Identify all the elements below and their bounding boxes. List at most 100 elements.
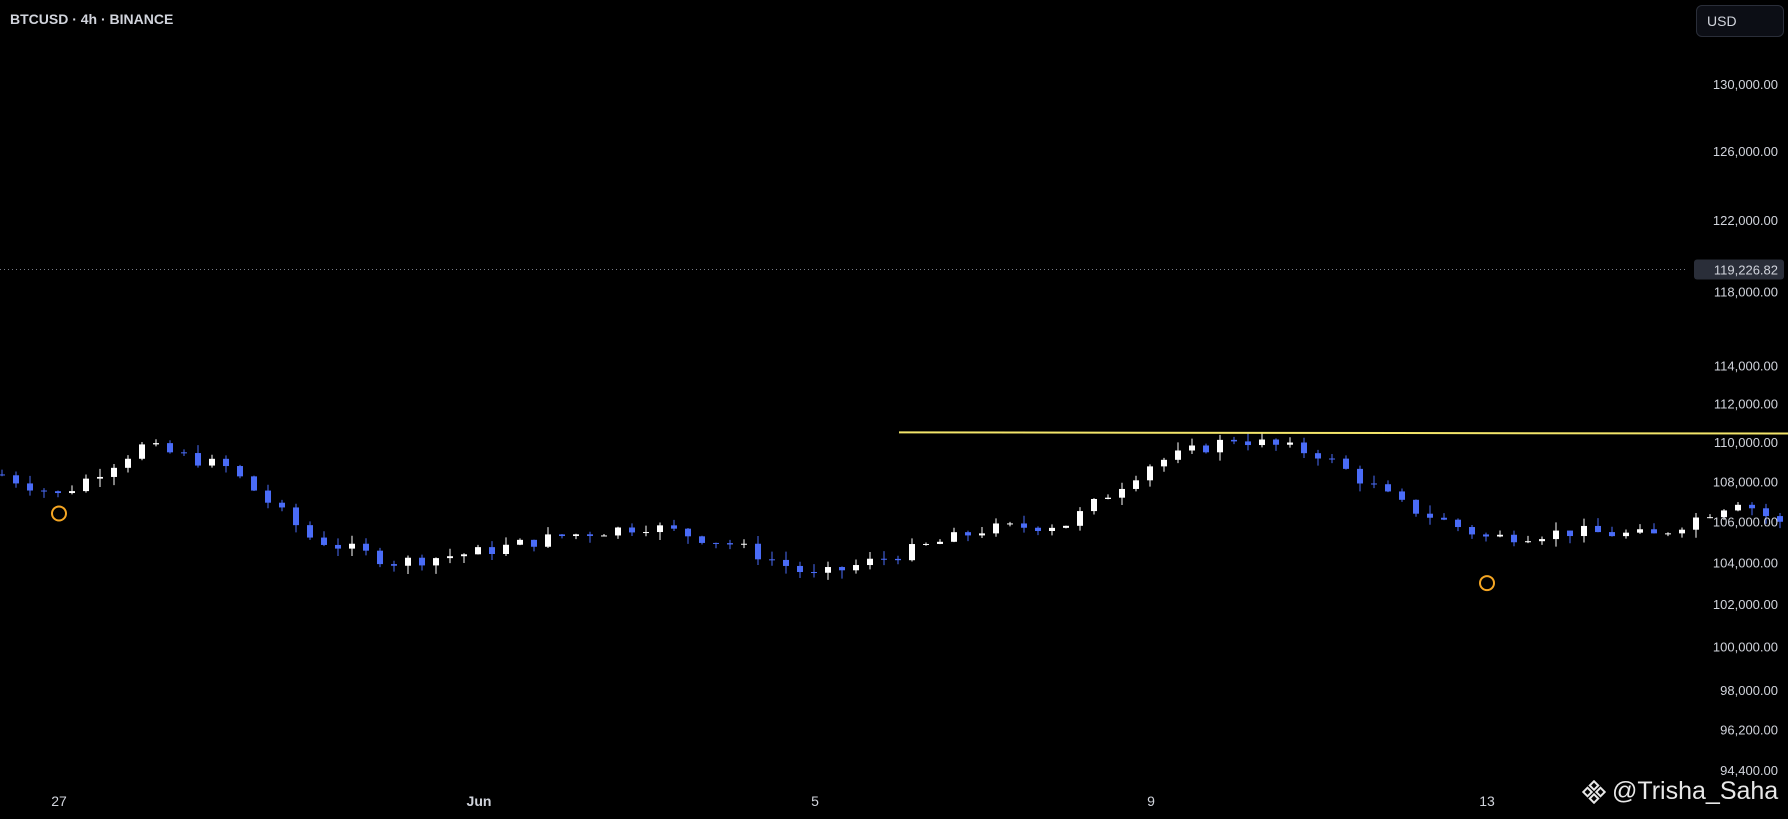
candle-body [1763,508,1769,517]
candle-body [1091,498,1097,512]
candle-body [41,490,47,492]
candle-body [839,567,845,571]
candle-body [1735,504,1741,511]
price-axis[interactable]: 130,000.00 126,000.00 122,000.00 118,000.00… [1713,77,1778,778]
candle-body [643,532,649,534]
candle-body [363,543,369,551]
candle-body [1707,517,1713,519]
candle-body [1721,510,1727,518]
candle-body [671,525,677,529]
candle-body [125,458,131,468]
candle-body [1525,541,1531,543]
candle-body [811,572,817,574]
candle-body [321,537,327,545]
candle-body [1637,529,1643,533]
candle-body [937,541,943,544]
candle-body [951,532,957,542]
candle-body [783,559,789,566]
candle-body [601,535,607,537]
horizontal-resistance [898,431,1788,435]
candle-body [1357,468,1363,484]
candle-body [237,466,243,477]
candle-body [517,539,523,545]
candle-body [1175,450,1181,460]
trendline-drawings[interactable] [898,160,1788,730]
candle-body [615,527,621,536]
x-tick-label: 27 [51,793,67,809]
candle-body [1511,534,1517,543]
currency-button[interactable]: USD [1696,5,1784,37]
y-tick-label: 108,000.00 [1713,474,1778,489]
y-tick-label: 98,000.00 [1720,683,1778,698]
candle-body [545,534,551,547]
candle-body [559,534,565,537]
candle-body [797,565,803,573]
y-tick-label: 106,000.00 [1713,515,1778,530]
candle-body [1273,439,1279,445]
candle-body [209,458,215,466]
candle-body [1287,442,1293,445]
candle-body [1217,439,1223,453]
y-tick-label: 100,000.00 [1713,639,1778,654]
candle-body [713,542,719,544]
candle-body [489,547,495,555]
y-tick-label: 114,000.00 [1714,359,1778,374]
candle-body [139,444,145,459]
candle-body [1539,539,1545,542]
candle-body [1749,504,1755,509]
candle-body [335,544,341,549]
candle-body [1231,439,1237,442]
candle-body [279,502,285,508]
candle-body [769,559,775,561]
candle-body [699,536,705,543]
orange-circle-marker [1479,575,1495,592]
candle-body [1301,442,1307,454]
candle-body [1063,525,1069,528]
candle-body [475,547,481,555]
candle-body [881,558,887,560]
candle-body [1777,516,1783,522]
y-tick-label: 112,000.00 [1714,397,1778,412]
candle-body [685,528,691,537]
candle-body [223,458,229,467]
y-tick-label: 104,000.00 [1713,555,1778,570]
candle-body [965,532,971,536]
x-tick-label: Jun [467,793,492,809]
candle-body [1343,458,1349,469]
y-tick-label: 122,000.00 [1713,213,1778,228]
candle-body [741,543,747,545]
candle-body [1189,445,1195,451]
candle-body [1595,525,1601,533]
candle-body [825,567,831,573]
candle-body [1581,525,1587,537]
symbol-title: BTCUSD · 4h · BINANCE [10,11,174,27]
candle-body [377,550,383,565]
candle-body [1133,480,1139,489]
candle-body [195,453,201,466]
candle-body [111,467,117,477]
candle-body [1483,534,1489,537]
time-axis[interactable]: 27 Jun 5 9 13 [51,793,1495,809]
y-tick-label: 130,000.00 [1713,77,1778,92]
candle-body [853,565,859,571]
candle-body [587,534,593,536]
candle-body [1035,527,1041,532]
y-tick-label: 102,000.00 [1713,597,1778,612]
x-tick-label: 13 [1479,793,1495,809]
candle-body [419,557,425,566]
candle-body [0,474,5,476]
candle-body [923,543,929,545]
candle-body [1007,523,1013,525]
candle-body [1679,529,1685,534]
last-price-label: 119,226.82 [1714,262,1778,277]
candle-body [1609,532,1615,537]
candle-body [55,491,61,494]
candle-body [1455,519,1461,528]
orange-circle-marker [51,505,67,522]
candle-body [27,483,33,491]
candle-body [1329,458,1335,460]
candle-body [1371,483,1377,485]
candle-body [1623,532,1629,537]
y-tick-label: 96,200.00 [1720,723,1778,738]
